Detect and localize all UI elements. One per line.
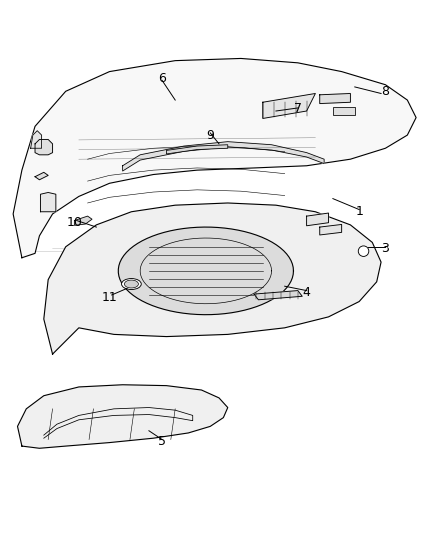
Text: 4: 4 [303,286,311,300]
Text: 6: 6 [158,71,166,85]
Circle shape [358,246,369,256]
Polygon shape [31,131,42,148]
Polygon shape [263,93,315,118]
Polygon shape [40,192,56,212]
Polygon shape [74,216,92,225]
Polygon shape [18,385,228,448]
Ellipse shape [121,279,141,289]
Polygon shape [307,213,328,226]
Polygon shape [35,172,48,180]
Polygon shape [166,145,228,154]
Text: 3: 3 [381,243,389,255]
Polygon shape [320,93,350,103]
Text: 5: 5 [158,435,166,448]
Text: 8: 8 [381,85,389,98]
Polygon shape [118,227,293,314]
Text: 1: 1 [355,205,363,218]
Polygon shape [254,290,302,300]
Text: 10: 10 [67,216,82,229]
Polygon shape [320,224,342,235]
Polygon shape [35,140,53,155]
Text: 7: 7 [294,102,302,115]
Ellipse shape [124,280,138,288]
Text: 9: 9 [206,128,214,142]
Polygon shape [123,142,324,171]
Text: 11: 11 [102,290,117,304]
Bar [333,107,355,115]
Polygon shape [13,59,416,258]
Polygon shape [44,203,381,354]
